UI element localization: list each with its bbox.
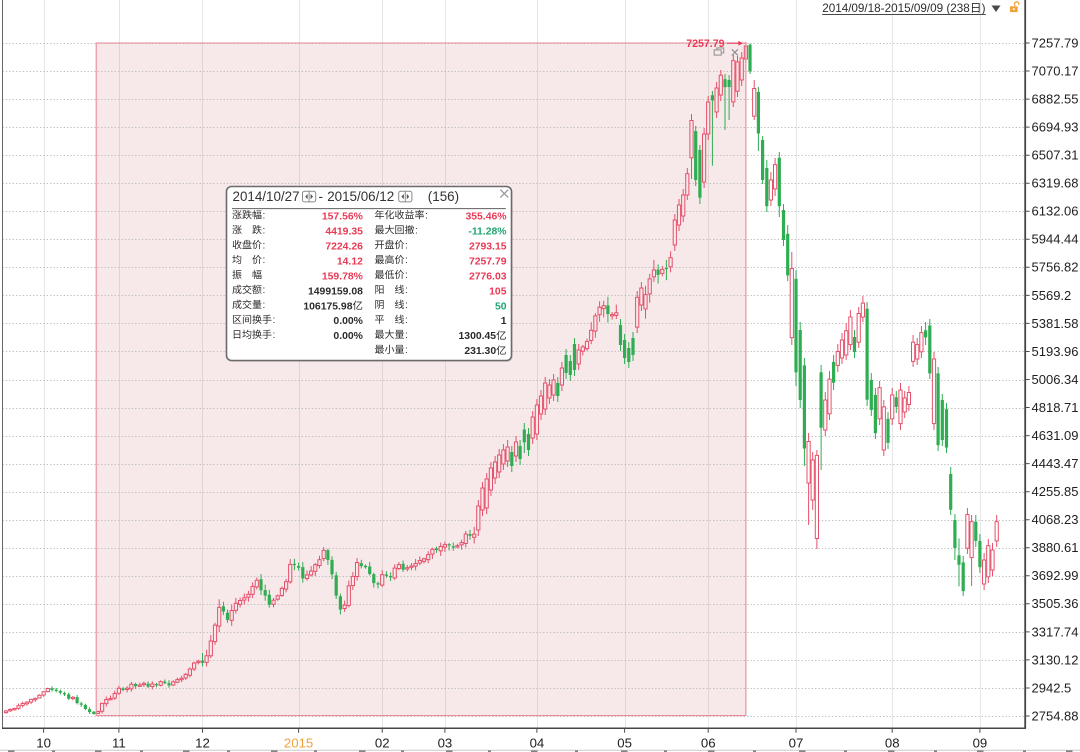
svg-text:2015: 2015 — [284, 735, 313, 750]
svg-text:2015/06/12: 2015/06/12 — [327, 189, 394, 204]
svg-text:02: 02 — [375, 735, 390, 750]
svg-text:7070.17: 7070.17 — [1032, 63, 1079, 78]
svg-text::: : — [263, 255, 266, 266]
svg-text::: : — [263, 225, 266, 236]
svg-text:5193.96: 5193.96 — [1032, 344, 1079, 359]
svg-text:12: 12 — [195, 735, 210, 750]
svg-text:09: 09 — [973, 735, 988, 750]
svg-text::: : — [415, 225, 418, 236]
svg-text:4255.85: 4255.85 — [1032, 484, 1079, 499]
svg-text::: : — [263, 285, 266, 296]
svg-text::: : — [263, 210, 266, 221]
svg-text::: : — [405, 330, 408, 341]
svg-text:1: 1 — [501, 316, 507, 327]
svg-text:6319.68: 6319.68 — [1032, 176, 1079, 191]
svg-text:4631.09: 4631.09 — [1032, 428, 1079, 443]
svg-text:7257.79: 7257.79 — [686, 38, 724, 50]
svg-text:7257.79: 7257.79 — [469, 256, 507, 267]
svg-text:2942.5: 2942.5 — [1032, 680, 1072, 695]
svg-text:05: 05 — [617, 735, 632, 750]
svg-text:11: 11 — [112, 735, 126, 750]
svg-text:08: 08 — [885, 735, 900, 750]
svg-text:-: - — [319, 189, 323, 204]
svg-text:5944.44: 5944.44 — [1032, 232, 1079, 247]
svg-text:3880.61: 3880.61 — [1032, 540, 1079, 555]
svg-text::: : — [263, 240, 266, 251]
svg-text:6132.06: 6132.06 — [1032, 204, 1079, 219]
svg-text:5006.34: 5006.34 — [1032, 372, 1079, 387]
svg-text:1499159.08: 1499159.08 — [308, 286, 363, 297]
svg-text:5381.58: 5381.58 — [1032, 316, 1079, 331]
svg-text:): ) — [982, 2, 986, 15]
svg-text::: : — [405, 315, 408, 326]
svg-text:(156): (156) — [428, 189, 459, 204]
svg-text:4443.47: 4443.47 — [1032, 456, 1079, 471]
svg-text:4419.35: 4419.35 — [325, 227, 363, 238]
svg-text:355.46%: 355.46% — [465, 212, 506, 223]
svg-text:106175.98: 106175.98 — [303, 301, 352, 312]
svg-text:105: 105 — [489, 286, 507, 297]
svg-text:7257.79: 7257.79 — [1032, 35, 1079, 50]
svg-text::: : — [405, 345, 408, 356]
svg-text:2014/09/18-2015/09/09 (238: 2014/09/18-2015/09/09 (238 — [822, 2, 970, 15]
svg-text:6694.93: 6694.93 — [1032, 120, 1079, 135]
svg-text:2793.15: 2793.15 — [469, 242, 507, 253]
svg-text:04: 04 — [530, 735, 545, 750]
svg-text::: : — [405, 255, 408, 266]
svg-text:0.00%: 0.00% — [333, 331, 362, 342]
svg-text:7224.26: 7224.26 — [325, 242, 363, 253]
svg-text:2014/10/27: 2014/10/27 — [233, 189, 300, 204]
svg-text:5569.2: 5569.2 — [1032, 288, 1072, 303]
svg-text:4818.71: 4818.71 — [1032, 400, 1079, 415]
svg-text:4068.23: 4068.23 — [1032, 512, 1079, 527]
svg-text:1300.45: 1300.45 — [459, 331, 497, 342]
svg-text:50: 50 — [495, 301, 507, 312]
svg-text:-11.28%: -11.28% — [468, 227, 506, 238]
svg-text:6882.55: 6882.55 — [1032, 92, 1079, 107]
svg-text:3692.99: 3692.99 — [1032, 568, 1079, 583]
svg-text:159.78%: 159.78% — [322, 271, 363, 282]
svg-text:157.56%: 157.56% — [322, 212, 363, 223]
svg-text:2776.03: 2776.03 — [469, 271, 507, 282]
svg-text::: : — [405, 300, 408, 311]
svg-text:10: 10 — [36, 735, 51, 750]
svg-text::: : — [405, 270, 408, 281]
svg-text:14.12: 14.12 — [337, 256, 363, 267]
svg-text:3505.36: 3505.36 — [1032, 596, 1079, 611]
svg-text::: : — [273, 315, 276, 326]
svg-text::: : — [263, 300, 266, 311]
svg-text:231.30: 231.30 — [464, 346, 496, 357]
svg-text::: : — [425, 210, 428, 221]
svg-text::: : — [405, 240, 408, 251]
svg-text:3130.12: 3130.12 — [1032, 652, 1079, 667]
svg-text:5756.82: 5756.82 — [1032, 260, 1079, 275]
svg-text:03: 03 — [438, 735, 453, 750]
svg-text:06: 06 — [701, 735, 716, 750]
svg-text::: : — [273, 330, 276, 341]
svg-text:07: 07 — [789, 735, 804, 750]
svg-text:0.00%: 0.00% — [333, 316, 362, 327]
svg-text:2754.88: 2754.88 — [1032, 708, 1079, 723]
svg-text:6507.31: 6507.31 — [1032, 148, 1079, 163]
svg-text::: : — [405, 285, 408, 296]
svg-text:3317.74: 3317.74 — [1032, 624, 1079, 639]
